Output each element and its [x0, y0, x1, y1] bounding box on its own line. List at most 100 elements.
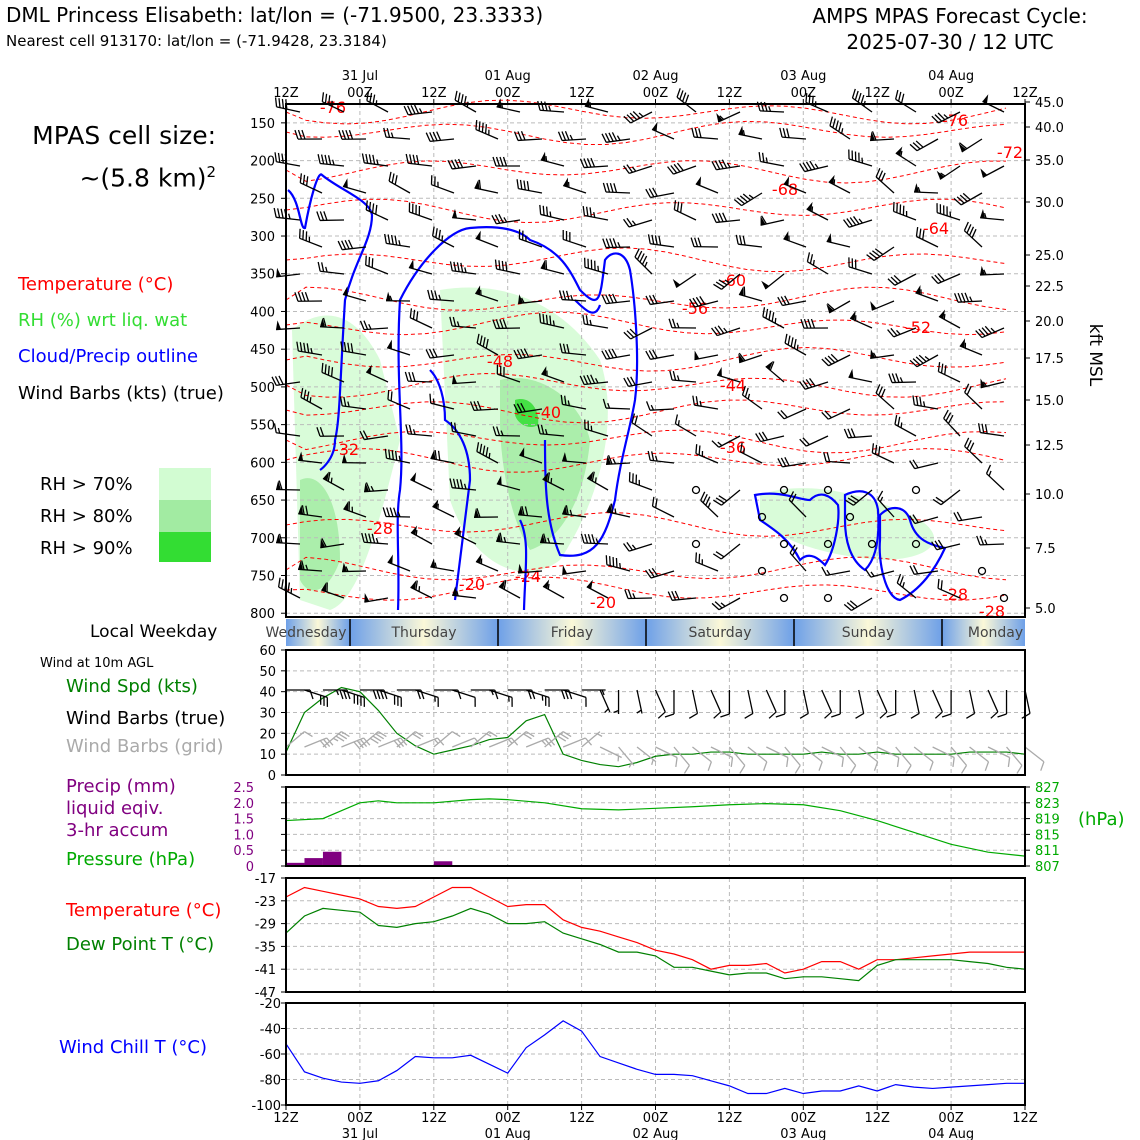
- barb-full: [802, 380, 809, 389]
- barb-half: [870, 571, 875, 577]
- barb-half: [720, 602, 726, 607]
- barb-full: [777, 411, 785, 420]
- barb-full: [371, 533, 376, 544]
- barb-full: [429, 132, 435, 142]
- surface-wind-barb: [489, 689, 513, 707]
- barb-staff: [525, 689, 550, 699]
- surface-grid-wind-barb: [710, 746, 734, 768]
- barb-full: [608, 349, 614, 359]
- barb-full: [427, 289, 431, 300]
- barb-staff: [672, 597, 697, 601]
- calm-wind-circle: [691, 485, 701, 495]
- rh-shading: [300, 478, 340, 591]
- barb-staff: [474, 408, 499, 412]
- wind-barb: [894, 415, 917, 437]
- barb-full: [386, 507, 391, 517]
- barb-full: [721, 159, 728, 169]
- barb-full: [545, 260, 548, 270]
- kft-tick-label: 12.5: [1035, 439, 1064, 454]
- wind-barb: [496, 532, 521, 545]
- barb-full: [523, 733, 532, 740]
- barb-full: [891, 373, 897, 383]
- barb-staff: [957, 300, 983, 303]
- wind-barb: [492, 426, 521, 437]
- barb-full: [519, 179, 523, 190]
- barb-staff: [562, 689, 587, 699]
- barb-staff: [789, 552, 807, 572]
- barb-full: [447, 160, 453, 170]
- barb-staff: [782, 300, 807, 307]
- barb-staff: [276, 106, 301, 113]
- surface-grid-wind-barb: [987, 746, 1011, 768]
- wind-barb: [755, 431, 785, 443]
- wind-barb: [584, 419, 609, 437]
- wind-barb: [476, 442, 499, 464]
- barb-staff: [476, 451, 499, 464]
- barb-full: [623, 543, 630, 552]
- barb-staff: [762, 316, 785, 329]
- wind-barb: [762, 307, 785, 329]
- barb-staff: [409, 211, 433, 221]
- barb-full: [624, 589, 629, 599]
- barb-half: [325, 266, 328, 273]
- wind-barb: [953, 192, 983, 206]
- barb-staff: [415, 689, 439, 699]
- barb-full: [843, 603, 852, 611]
- wind-barb: [980, 208, 1005, 221]
- barb-full: [438, 229, 441, 240]
- barb-full: [602, 182, 607, 193]
- cloud-outline: [287, 173, 374, 471]
- barb-full: [482, 445, 486, 456]
- precip-bar: [286, 862, 305, 866]
- surface-wind-barb: [941, 690, 952, 718]
- wind-barb: [541, 366, 565, 383]
- barb-staff: [518, 188, 543, 194]
- wind-barb: [829, 116, 851, 140]
- barb-full: [878, 386, 883, 396]
- wind-barb: [601, 348, 631, 360]
- wind-barb: [322, 471, 345, 491]
- surface-grid-wind-barb: [821, 746, 844, 768]
- wind-barb: [777, 295, 807, 307]
- barb-half: [628, 762, 633, 768]
- barb-staff: [276, 216, 301, 221]
- barb-flag: [760, 216, 766, 226]
- barb-full: [758, 432, 765, 442]
- barb-full: [365, 153, 369, 164]
- barb-full: [623, 377, 629, 387]
- barb-flag: [826, 304, 834, 313]
- wind-barb: [915, 284, 939, 302]
- barb-full: [984, 761, 990, 771]
- barb-full: [652, 294, 658, 304]
- pressure-tick-label: 807: [1035, 860, 1060, 875]
- barb-full: [718, 212, 724, 222]
- barb-full: [425, 132, 431, 142]
- barb-full: [516, 403, 523, 413]
- bottom-time-tick-label: 00Z: [643, 1111, 669, 1126]
- surface-wind-barb: [562, 689, 587, 707]
- barb-half: [390, 132, 394, 138]
- wind-barb: [623, 376, 653, 387]
- wind-10m-label: Wind at 10m AGL: [40, 656, 154, 671]
- barb-full: [784, 295, 790, 305]
- barb-full: [353, 741, 361, 750]
- barb-flag: [364, 592, 370, 603]
- barb-full: [878, 170, 884, 180]
- barb-full: [915, 140, 924, 148]
- barb-half: [463, 483, 467, 490]
- barb-full: [698, 553, 701, 564]
- barb-full: [714, 160, 721, 170]
- barb-full: [894, 415, 898, 425]
- barb-flag: [452, 208, 458, 219]
- barb-staff: [386, 242, 411, 248]
- barb-flag: [914, 183, 920, 193]
- precip-tick-label: 2.0: [233, 797, 254, 812]
- pressure-tick-label: 600: [250, 456, 275, 471]
- wind-barb: [895, 89, 917, 113]
- barb-flag: [761, 280, 770, 290]
- barb-full: [476, 400, 482, 411]
- barb-full: [712, 553, 722, 560]
- barb-half: [521, 297, 525, 304]
- barb-full: [394, 175, 398, 185]
- barb-half: [619, 562, 621, 569]
